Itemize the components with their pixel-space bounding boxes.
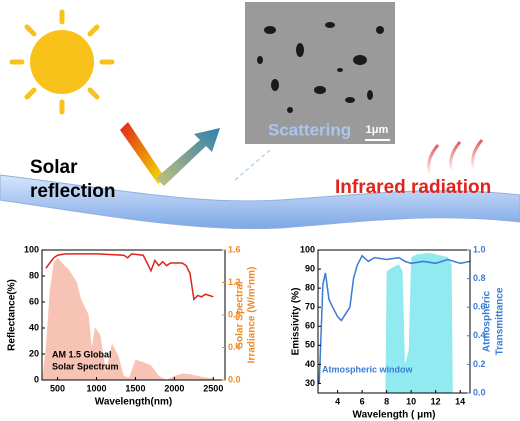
surface-band — [0, 174, 520, 230]
annotation: Atmospheric window — [322, 364, 414, 374]
y2-tick-label: 1.0 — [473, 244, 486, 254]
x-tick-label: 6 — [360, 396, 365, 406]
y2-tick-label: 0.8 — [473, 273, 486, 283]
y-tick-label: 60 — [29, 296, 39, 306]
reflected-arrow — [156, 128, 220, 186]
x-axis-title: Wavelength ( μm) — [353, 410, 436, 421]
y2-tick-label: 0.4 — [473, 330, 486, 340]
y2-tick-label: 1.6 — [228, 244, 241, 254]
y-tick-label: 80 — [29, 270, 39, 280]
solar-reflection: reflection — [30, 181, 116, 202]
annotation: AM 1.5 Global — [52, 349, 112, 359]
line — [318, 254, 471, 384]
x-axis-title: Wavelength(nm) — [95, 397, 172, 408]
y2-axis-title: Irradiance (W/m²nm) — [247, 267, 258, 364]
y-tick-label: 80 — [305, 283, 315, 293]
y-tick-label: 40 — [29, 322, 39, 332]
y2-axis-title: Transmittance — [495, 287, 506, 355]
scale-bar-label: 1μm — [366, 124, 389, 136]
x-tick-label: 10 — [406, 396, 416, 406]
x-tick-label: 2500 — [203, 383, 223, 393]
sun — [9, 9, 115, 115]
y2-axis-title: Atmospheric — [482, 291, 493, 353]
plot-frame — [317, 249, 471, 394]
x-tick-label: 500 — [50, 383, 65, 393]
infrared-label: Infrared radiation — [335, 177, 491, 198]
x-tick-label: 1000 — [86, 383, 106, 393]
y2-tick-label: 0.8 — [228, 309, 241, 319]
y-tick-label: 100 — [24, 244, 39, 254]
solar-reflection: Solar — [30, 157, 78, 178]
x-tick-label: 8 — [384, 396, 389, 406]
y-tick-label: 70 — [305, 302, 315, 312]
y2-tick-label: 0.0 — [473, 387, 486, 397]
x-tick-label: 12 — [431, 396, 441, 406]
y2-tick-label: 0.2 — [473, 359, 486, 369]
y2-tick-label: 1.2 — [228, 277, 241, 287]
x-tick-label: 14 — [455, 396, 465, 406]
y2-tick-label: 0.4 — [228, 342, 241, 352]
y2-axis-title: Solar Spectral — [235, 281, 246, 348]
y-tick-label: 50 — [305, 340, 315, 350]
x-tick-label: 2000 — [164, 383, 184, 393]
sem-image — [234, 2, 395, 181]
y2-tick-label: 0.6 — [473, 302, 486, 312]
area — [385, 252, 453, 393]
y-tick-label: 40 — [305, 359, 315, 369]
y-tick-label: 30 — [305, 378, 315, 388]
ir-arrows — [427, 139, 484, 176]
y-tick-label: 60 — [305, 321, 315, 331]
x-tick-label: 1500 — [125, 383, 145, 393]
scattering-label: Scattering — [268, 120, 351, 139]
y-axis-title: Emissivity (%) — [291, 288, 302, 356]
x-tick-label: 4 — [335, 396, 340, 406]
area — [42, 258, 214, 380]
y-tick-label: 20 — [29, 348, 39, 358]
y-tick-label: 0 — [34, 374, 39, 384]
y2-tick-label: 0.0 — [228, 374, 241, 384]
y-axis-title: Reflectance(%) — [7, 279, 18, 351]
line — [45, 253, 214, 302]
y-tick-label: 100 — [300, 244, 315, 254]
annotation: Solar Spectrum — [52, 361, 119, 371]
y-tick-label: 90 — [305, 263, 315, 273]
incident-arrow — [120, 122, 165, 184]
